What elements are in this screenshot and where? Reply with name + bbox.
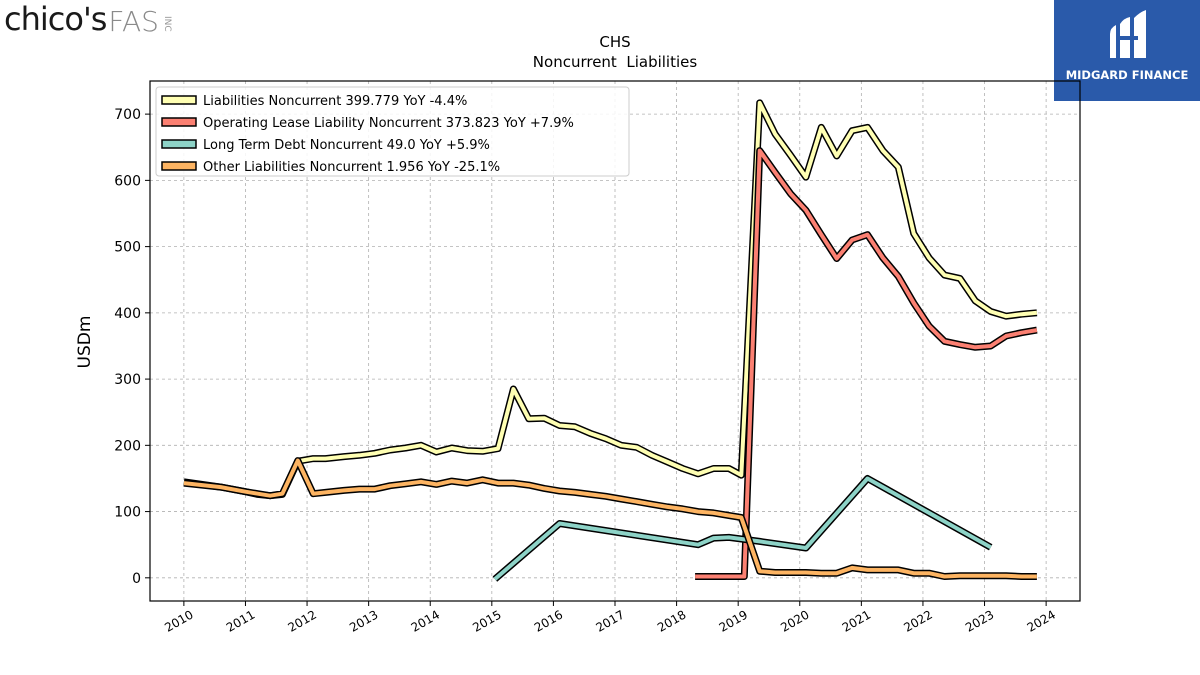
y-tick-label: 400 <box>114 306 141 322</box>
legend-entry-label: Operating Lease Liability Noncurrent 373… <box>203 116 574 131</box>
legend-entry-label: Long Term Debt Noncurrent 49.0 YoY +5.9% <box>203 138 490 153</box>
y-tick-label: 500 <box>114 240 141 256</box>
x-tick-label: 2022 <box>901 607 934 634</box>
logo-wordmark: chico's <box>4 0 107 38</box>
series-line-0 <box>183 100 1038 498</box>
series-line-1 <box>695 148 1038 579</box>
x-tick-label: 2017 <box>593 607 626 634</box>
y-tick-label: 700 <box>114 107 141 123</box>
legend-swatch <box>161 95 197 105</box>
legend: Liabilities Noncurrent 399.779 YoY -4.4%… <box>155 86 630 177</box>
x-tick-label: 2020 <box>778 607 811 634</box>
series-line-outline <box>183 457 1037 580</box>
legend-entry-label: Liabilities Noncurrent 399.779 YoY -4.4% <box>203 94 467 109</box>
midgard-finance-label: MIDGARD FINANCE <box>1065 68 1189 82</box>
y-axis-label: USDm <box>75 316 95 369</box>
chicos-fas-logo: chico's FAS INC <box>4 0 172 38</box>
y-tick-label: 600 <box>114 173 141 189</box>
midgard-finance-logo: MIDGARD FINANCE <box>1054 0 1200 101</box>
x-tick-label: 2013 <box>347 607 380 634</box>
x-tick-label: 2019 <box>717 607 750 634</box>
legend-swatch <box>161 161 197 171</box>
x-tick-label: 2021 <box>840 607 873 634</box>
x-tick-label: 2014 <box>409 607 442 634</box>
plot-lines <box>183 99 1038 582</box>
y-tick-label: 200 <box>114 438 141 454</box>
x-tick-label: 2015 <box>470 607 503 634</box>
midgard-emblem-icon <box>1110 10 1146 58</box>
y-tick-label: 100 <box>114 505 141 521</box>
chart-title: CHS <box>599 33 630 51</box>
y-tick-label: 0 <box>132 571 141 587</box>
series-line-2 <box>493 476 992 581</box>
legend-swatch <box>161 139 197 149</box>
x-tick-label: 2016 <box>532 607 565 634</box>
axes: 2010 2011 2012 2013 2014 2015 2016 2017 2018 2019… <box>114 107 1058 635</box>
legend-box <box>155 86 630 177</box>
x-tick-label: 2018 <box>655 607 688 634</box>
legend-swatch <box>161 117 197 127</box>
logo-inc: INC <box>161 16 172 32</box>
logo-suffix: FAS <box>108 5 159 38</box>
x-tick-label: 2010 <box>162 607 195 634</box>
x-tick-label: 2012 <box>285 607 318 634</box>
x-tick-label: 2023 <box>963 607 996 634</box>
x-tick-label: 2024 <box>1025 607 1058 634</box>
x-tick-label: 2011 <box>224 607 257 634</box>
legend-entry-label: Other Liabilities Noncurrent 1.956 YoY -… <box>203 160 500 175</box>
y-tick-label: 300 <box>114 372 141 388</box>
series-line-3 <box>183 458 1037 579</box>
chart-subtitle: Noncurrent Liabilities <box>533 53 698 71</box>
